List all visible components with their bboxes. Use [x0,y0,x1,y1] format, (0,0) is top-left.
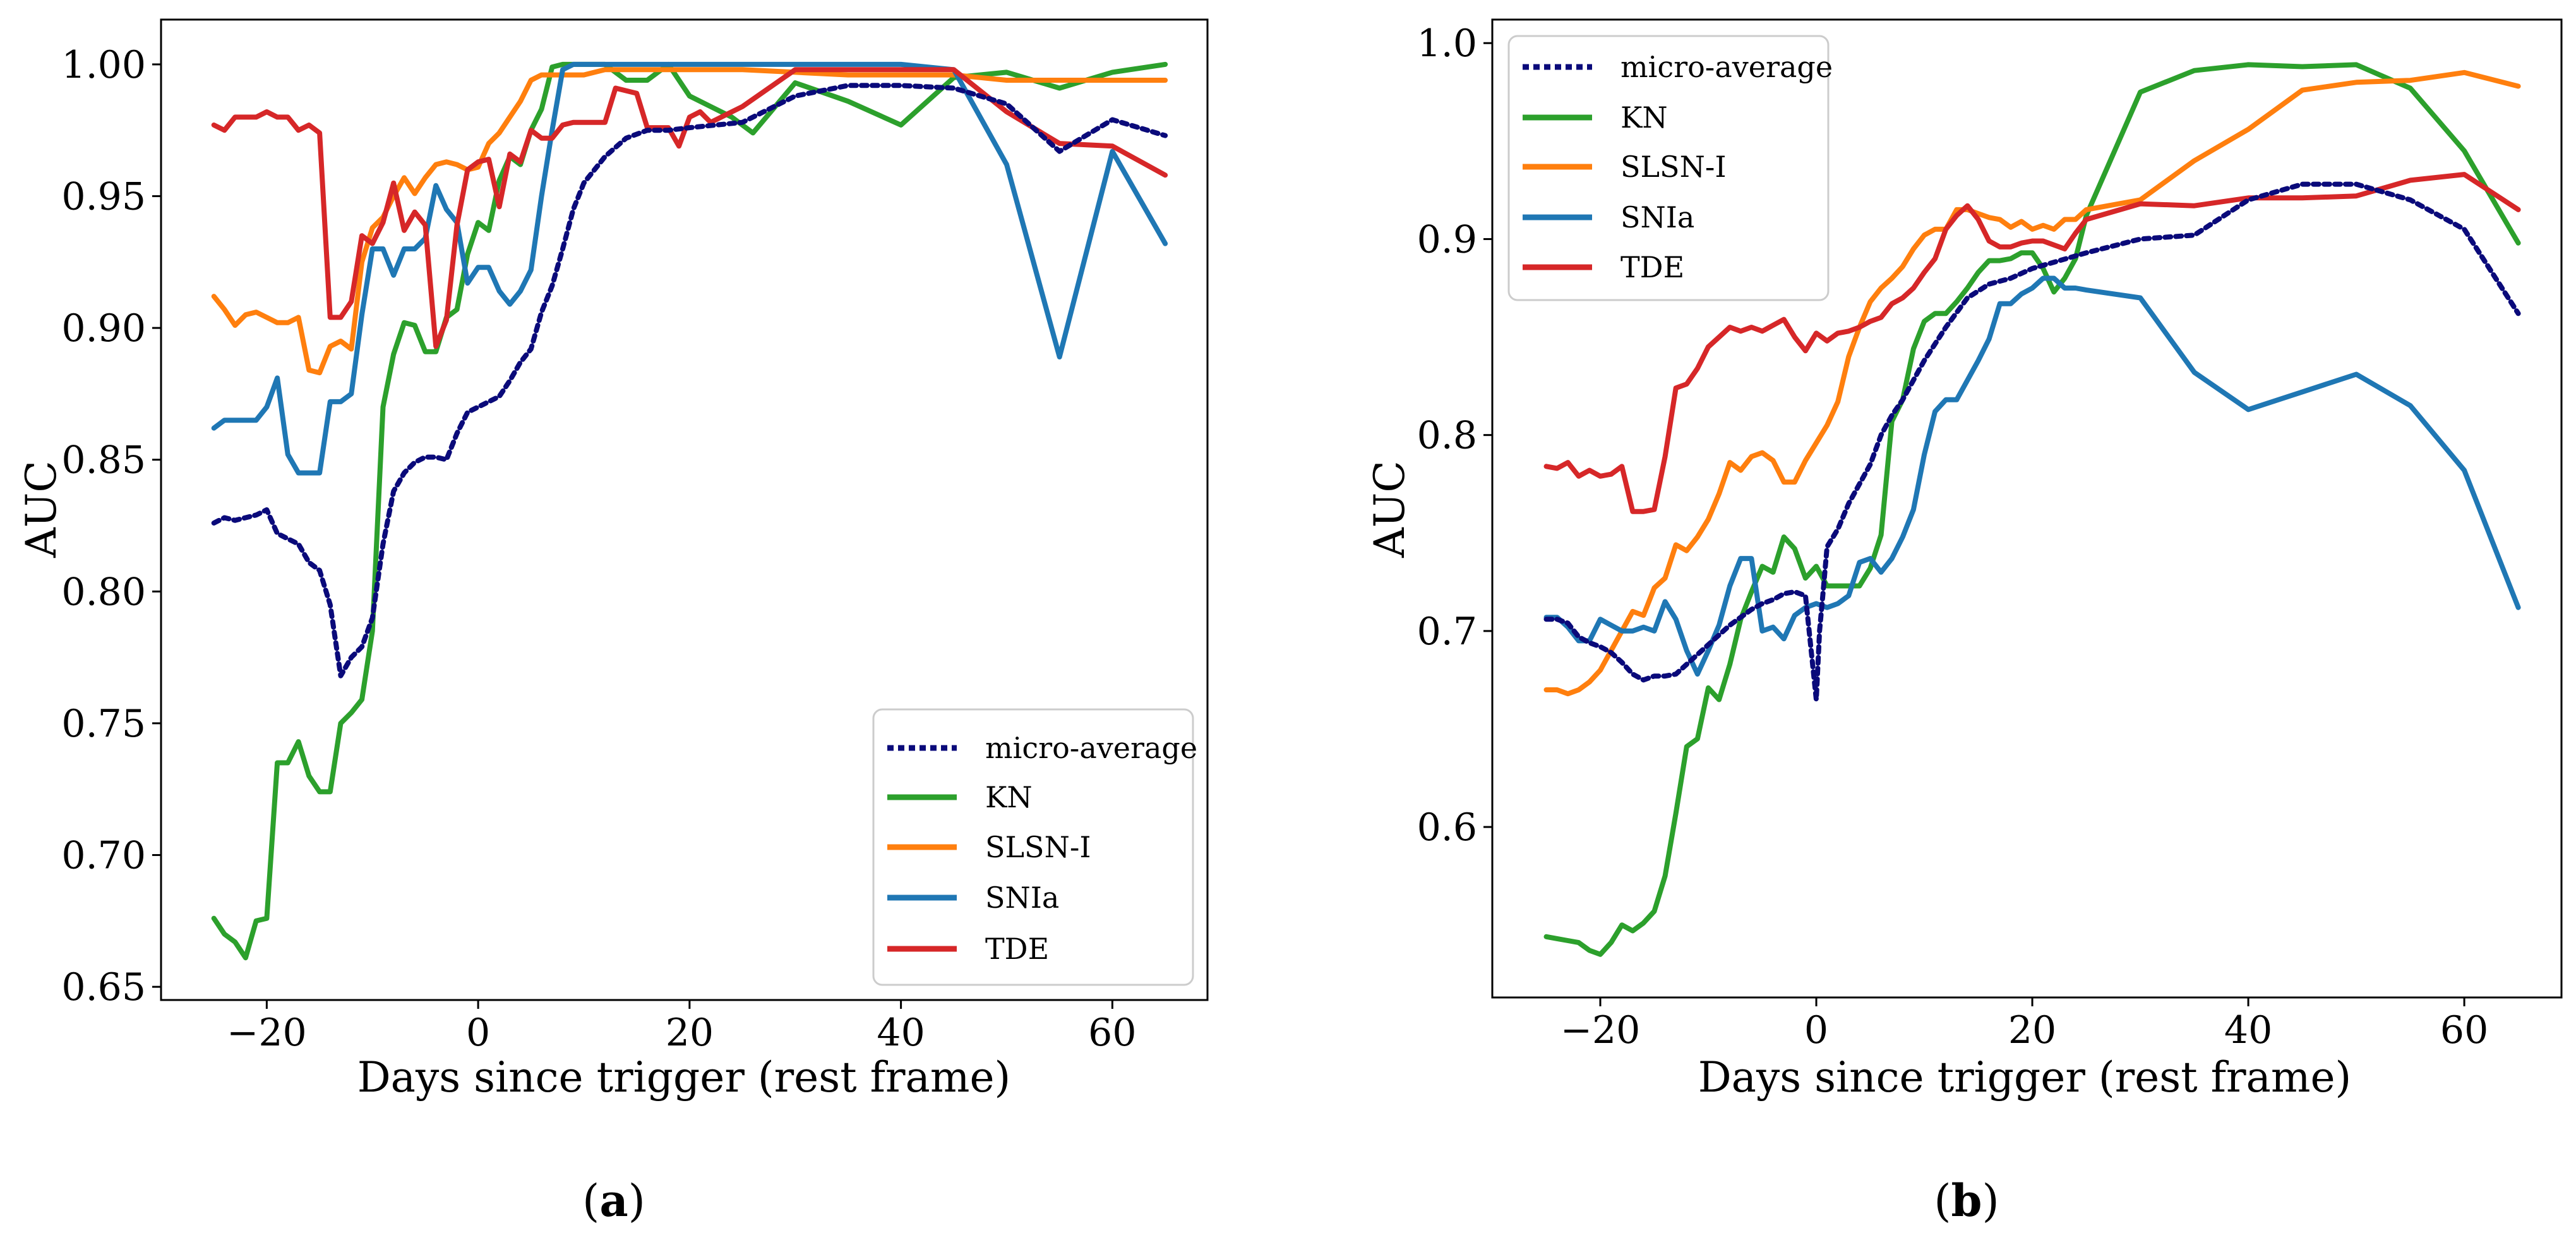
caption-letter-a: a [599,1174,628,1227]
x-axis-label-a: Days since trigger (rest frame) [357,1053,1011,1102]
y-tick-label-b: 0.9 [1417,217,1477,262]
series-line-snia-b [1543,275,2521,677]
legend-label-snia-b: SNIa [1620,200,1694,234]
x-tick-label-a: 0 [466,1011,490,1055]
legend-a: micro-average KN SLSN-I SNIa TDE [872,708,1197,986]
x-tick-label-b: 40 [2224,1008,2272,1052]
y-tick-label-a: 0.75 [61,702,146,746]
legend-label-tde-b: TDE [1620,250,1684,284]
y-tick-label-a: 0.90 [61,306,146,351]
legend-label-kn-b: KN [1620,100,1668,135]
series-layer-b [1543,62,2521,957]
legend-label-kn-a: KN [985,780,1033,814]
x-tick-label-a: 40 [877,1011,925,1055]
ticks-layer-a: −20 0 20 40 60 0.65 0.70 0.75 0.80 0.85 0.90 0.95 1.… [61,43,1136,1055]
y-tick-label-a: 0.70 [61,834,146,878]
y-tick-label-b: 0.6 [1417,805,1477,850]
y-tick-label-a: 0.85 [61,438,146,483]
y-axis-label-a: AUC [17,461,66,558]
legend-frame-b [1507,35,1830,301]
y-tick-label-b: 0.7 [1417,610,1477,654]
legend-b: micro-average KN SLSN-I SNIa TDE [1507,35,1833,301]
x-tick-label-b: 20 [2008,1008,2056,1052]
y-tick-label-a: 1.00 [61,43,146,87]
legend-label-snia-a: SNIa [985,881,1059,915]
series-line-tde-b [1543,172,2521,514]
series-line-tde-a [211,67,1168,349]
y-tick-label-a: 0.80 [61,570,146,614]
plot-area-b [1491,18,2563,999]
legend-label-slsn-b: SLSN-I [1620,150,1727,184]
y-tick-label-a: 0.95 [61,175,146,219]
legend-label-slsn-a: SLSN-I [985,830,1091,864]
caption-b: (b) [1934,1174,1999,1227]
plot-area-a [160,18,1209,1001]
y-tick-label-b: 1.0 [1417,21,1477,66]
x-tick-label-a: 60 [1088,1011,1136,1055]
x-tick-label-b: 60 [2440,1008,2488,1052]
x-tick-label-a: 20 [666,1011,714,1055]
series-layer-a [211,61,1168,961]
ticks-layer-b: −20 0 20 40 60 0.6 0.7 0.8 0.9 1.0 [1417,21,2489,1052]
x-tick-label-b: 0 [1804,1008,1828,1052]
y-tick-label-a: 0.65 [61,965,146,1009]
legend-label-micro-average-b: micro-average [1620,50,1833,84]
series-line-kn-b [1543,62,2521,957]
legend-frame-a [872,708,1194,986]
legend-label-micro-average-a: micro-average [985,731,1197,765]
legend-label-tde-a: TDE [985,932,1049,966]
x-tick-label-b: −20 [1561,1008,1641,1052]
x-tick-label-a: −20 [227,1011,307,1055]
chart-panel-b: −20 0 20 40 60 0.6 0.7 0.8 0.9 1.0 AUC Days since… [1365,18,2563,1227]
chart-panel-a: −20 0 20 40 60 0.65 0.70 0.75 0.80 0.85 0.90 0.95 1.… [17,18,1209,1227]
series-line-micro-average-b [1543,181,2521,702]
caption-a: (a) [582,1174,645,1227]
x-axis-label-b: Days since trigger (rest frame) [1698,1053,2352,1102]
series-line-micro-average-a [211,83,1168,678]
y-tick-label-b: 0.8 [1417,414,1477,458]
y-axis-label-b: AUC [1365,461,1414,558]
caption-letter-b: b [1951,1174,1982,1227]
series-line-kn-a [211,61,1168,961]
